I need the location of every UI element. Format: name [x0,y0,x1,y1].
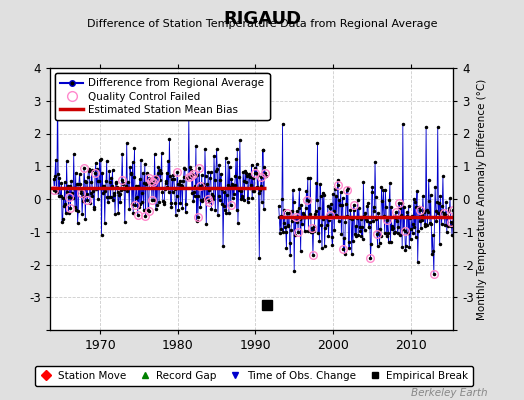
Text: RIGAUD: RIGAUD [223,10,301,28]
Legend: Station Move, Record Gap, Time of Obs. Change, Empirical Break: Station Move, Record Gap, Time of Obs. C… [35,366,473,386]
Text: Difference of Station Temperature Data from Regional Average: Difference of Station Temperature Data f… [87,19,437,29]
Legend: Difference from Regional Average, Quality Control Failed, Estimated Station Mean: Difference from Regional Average, Qualit… [55,73,269,120]
Text: Berkeley Earth: Berkeley Earth [411,388,487,398]
Y-axis label: Monthly Temperature Anomaly Difference (°C): Monthly Temperature Anomaly Difference (… [477,78,487,320]
